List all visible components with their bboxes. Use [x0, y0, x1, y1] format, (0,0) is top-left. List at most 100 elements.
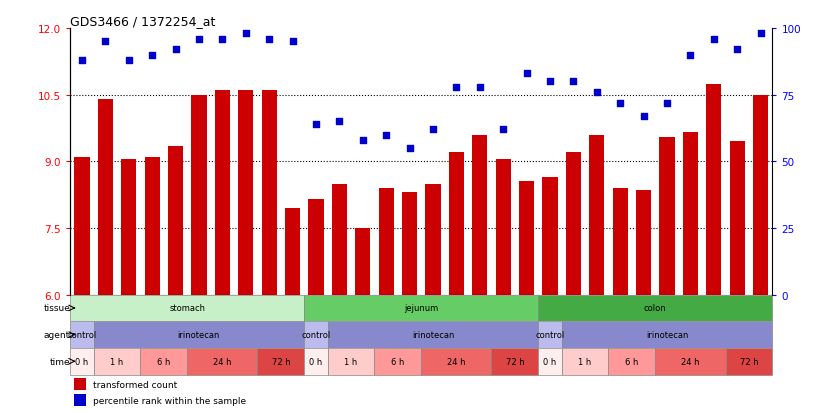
Bar [539, 321, 562, 348]
Point [403, 145, 416, 152]
Bar [636, 191, 651, 295]
Bar [304, 321, 328, 348]
Bar [539, 348, 562, 375]
Bar [304, 295, 539, 321]
Text: colon: colon [644, 304, 667, 313]
Bar [421, 348, 491, 375]
Bar [472, 135, 487, 295]
Bar [74, 157, 89, 295]
Bar [402, 193, 417, 295]
Point [473, 84, 487, 91]
Point [754, 31, 767, 38]
Point [614, 100, 627, 107]
Text: 6 h: 6 h [625, 357, 638, 366]
Text: control: control [301, 330, 330, 339]
Point [380, 132, 393, 139]
Point [356, 137, 369, 144]
Text: 6 h: 6 h [392, 357, 405, 366]
Bar [93, 348, 140, 375]
Bar [285, 209, 300, 295]
Point [99, 39, 112, 45]
Bar [304, 348, 328, 375]
Text: 1 h: 1 h [344, 357, 358, 366]
Text: 72 h: 72 h [272, 357, 290, 366]
Bar [659, 138, 675, 295]
Point [333, 119, 346, 125]
Bar [589, 135, 605, 295]
Bar [562, 348, 609, 375]
Bar [519, 182, 534, 295]
Text: 24 h: 24 h [447, 357, 466, 366]
Point [449, 84, 463, 91]
Text: 1 h: 1 h [578, 357, 591, 366]
Point [145, 52, 159, 59]
Bar [655, 348, 725, 375]
Bar [215, 91, 230, 295]
Bar [192, 95, 206, 295]
Text: 72 h: 72 h [506, 357, 525, 366]
Text: 72 h: 72 h [739, 357, 758, 366]
Bar [543, 178, 558, 295]
Text: GDS3466 / 1372254_at: GDS3466 / 1372254_at [70, 15, 216, 28]
Point [75, 57, 88, 64]
Point [544, 79, 557, 85]
Text: 6 h: 6 h [157, 357, 170, 366]
Point [426, 127, 439, 133]
Bar [70, 295, 304, 321]
Bar [706, 84, 721, 295]
Bar [74, 394, 87, 406]
Text: agent: agent [44, 330, 70, 339]
Bar [355, 228, 370, 295]
Bar [258, 348, 304, 375]
Bar [145, 157, 159, 295]
Text: 24 h: 24 h [213, 357, 231, 366]
Text: 0 h: 0 h [75, 357, 88, 366]
Point [707, 36, 720, 43]
Bar [74, 378, 87, 390]
Bar [308, 199, 324, 295]
Point [286, 39, 299, 45]
Text: irinotecan: irinotecan [178, 330, 220, 339]
Bar [93, 321, 304, 348]
Bar [168, 146, 183, 295]
Point [684, 52, 697, 59]
Text: transformed count: transformed count [93, 380, 177, 389]
Bar [262, 91, 277, 295]
Text: 0 h: 0 h [544, 357, 557, 366]
Bar [449, 153, 464, 295]
Point [496, 127, 510, 133]
Point [192, 36, 206, 43]
Bar [753, 95, 768, 295]
Text: stomach: stomach [169, 304, 205, 313]
Text: percentile rank within the sample: percentile rank within the sample [93, 396, 246, 405]
Text: 24 h: 24 h [681, 357, 700, 366]
Text: control: control [535, 330, 565, 339]
Point [309, 121, 322, 128]
Point [122, 57, 135, 64]
Point [567, 79, 580, 85]
Bar [70, 348, 93, 375]
Bar [238, 91, 254, 295]
Point [637, 114, 650, 120]
Bar [725, 348, 772, 375]
Point [216, 36, 229, 43]
Point [240, 31, 253, 38]
Text: jejunum: jejunum [404, 304, 439, 313]
Text: irinotecan: irinotecan [412, 330, 454, 339]
Bar [425, 184, 440, 295]
Bar [729, 142, 745, 295]
Point [169, 47, 183, 54]
Bar [613, 188, 628, 295]
Bar [374, 348, 421, 375]
Point [660, 100, 673, 107]
Bar [566, 153, 581, 295]
Point [730, 47, 743, 54]
Bar [140, 348, 188, 375]
Bar [328, 321, 539, 348]
Bar [97, 100, 113, 295]
Bar [332, 184, 347, 295]
Bar [188, 348, 258, 375]
Bar [328, 348, 374, 375]
Bar [70, 321, 93, 348]
Text: tissue: tissue [43, 304, 70, 313]
